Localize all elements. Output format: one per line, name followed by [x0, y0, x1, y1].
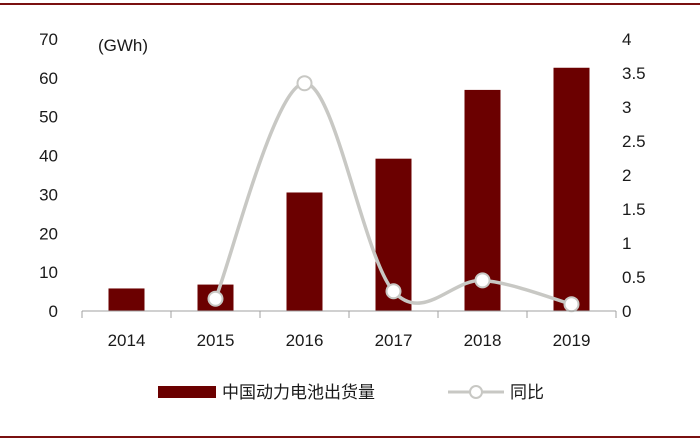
bar: [108, 288, 145, 311]
right-tick-label: 1: [622, 234, 631, 253]
line-series: [207, 75, 580, 313]
left-tick-label: 60: [39, 69, 58, 88]
bar: [553, 67, 590, 311]
x-axis-labels: 2014 2015 2016 2017 2018 2019: [108, 331, 591, 350]
line-point: [563, 296, 580, 313]
x-tick-label: 2018: [464, 331, 502, 350]
right-axis-ticks: 0 0.5 1 1.5 2 2.5 3 3.5 4: [622, 30, 646, 321]
line-point: [296, 75, 313, 92]
x-tick-label: 2019: [553, 331, 591, 350]
bar-series: [108, 67, 590, 311]
right-tick-label: 0.5: [622, 268, 646, 287]
unit-label: (GWh): [98, 36, 148, 55]
line-point: [385, 283, 402, 300]
right-tick-label: 3: [622, 98, 631, 117]
right-tick-label: 0: [622, 302, 631, 321]
legend-line-marker: [469, 385, 483, 399]
x-axis-ticks: [81, 311, 617, 318]
right-tick-label: 2.5: [622, 132, 646, 151]
left-axis-ticks: 0 10 20 30 40 50 60 70: [39, 30, 58, 321]
legend: 中国动力电池出货量 同比: [158, 383, 544, 403]
left-tick-label: 20: [39, 224, 58, 243]
left-tick-label: 30: [39, 185, 58, 204]
x-tick-label: 2015: [197, 331, 235, 350]
legend-bar-label: 中国动力电池出货量: [222, 383, 375, 403]
x-tick-label: 2014: [108, 331, 146, 350]
right-tick-label: 4: [622, 30, 631, 49]
left-tick-label: 70: [39, 30, 58, 49]
x-tick-label: 2017: [375, 331, 413, 350]
x-tick-label: 2016: [286, 331, 324, 350]
left-tick-label: 0: [49, 302, 58, 321]
legend-bar-swatch: [158, 386, 216, 398]
left-tick-label: 40: [39, 147, 58, 166]
left-tick-label: 50: [39, 108, 58, 127]
line-point: [207, 290, 224, 307]
bar: [286, 192, 323, 311]
line-point: [474, 272, 491, 289]
right-tick-label: 3.5: [622, 64, 646, 83]
right-tick-label: 2: [622, 166, 631, 185]
legend-line-label: 同比: [510, 383, 544, 403]
right-tick-label: 1.5: [622, 200, 646, 219]
left-tick-label: 10: [39, 263, 58, 282]
